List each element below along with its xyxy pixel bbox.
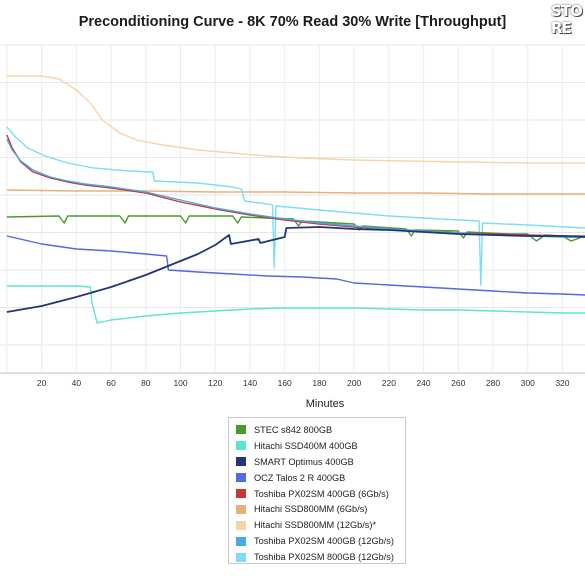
x-tick-label: 220 <box>382 378 396 388</box>
series-line-4 <box>6 235 585 296</box>
legend-item[interactable]: Toshiba PX02SM 800GB (12Gb/s) <box>236 549 405 565</box>
legend-swatch <box>236 489 246 498</box>
legend-swatch <box>236 520 246 530</box>
x-tick-label: 20 <box>37 378 47 388</box>
legend-item[interactable]: STEC s842 800GB <box>236 422 405 438</box>
legend-label: STEC s842 800GB <box>254 424 333 435</box>
legend-label: OCZ Talos 2 R 400GB <box>254 472 346 483</box>
x-tick-label: 100 <box>173 378 187 388</box>
plot-area: 20 40 60 80 100 120 140 160 180 200 220 240 260 280 30… <box>0 44 585 410</box>
legend-label: Hitachi SSD800MM (6Gb/s) <box>254 504 368 515</box>
legend-swatch <box>236 441 246 451</box>
legend-item[interactable]: OCZ Talos 2 R 400GB <box>236 470 405 486</box>
x-tick-label: 160 <box>278 378 292 388</box>
legend-swatch <box>236 473 246 483</box>
legend-label: Toshiba PX02SM 800GB (12Gb/s) <box>254 552 394 563</box>
series-line-6 <box>6 189 585 195</box>
storagereview-logo: STO RE <box>551 2 583 37</box>
x-tick-label: 120 <box>208 378 222 388</box>
legend-item[interactable]: Toshiba PX02SM 400GB (12Gb/s) <box>236 533 405 549</box>
chart-title: Preconditioning Curve - 8K 70% Read 30% … <box>78 14 507 30</box>
series-line-3 <box>6 226 585 313</box>
series-line-9 <box>6 126 585 286</box>
legend-item[interactable]: Hitachi SSD800MM (6Gb/s) <box>236 501 405 517</box>
x-tick-label: 40 <box>72 378 82 388</box>
x-tick-label: 80 <box>141 378 151 388</box>
x-tick-label: 140 <box>243 378 257 388</box>
x-tick-label: 200 <box>347 378 361 388</box>
legend-label: SMART Optimus 400GB <box>254 456 354 467</box>
x-tick-label: 60 <box>106 378 116 388</box>
series-line-1 <box>6 215 585 242</box>
legend-item[interactable]: Hitachi SSD800MM (12Gb/s)* <box>236 517 405 533</box>
legend-swatch <box>236 504 246 514</box>
x-tick-label: 280 <box>486 378 500 388</box>
legend-swatch <box>236 552 246 562</box>
x-tick-label: 260 <box>451 378 465 388</box>
legend-item[interactable]: Hitachi SSD400M 400GB <box>236 438 405 454</box>
legend-swatch <box>236 457 246 467</box>
legend-label: Hitachi SSD400M 400GB <box>254 440 358 451</box>
legend-swatch <box>236 425 246 435</box>
chart-legend: STEC s842 800GB Hitachi SSD400M 400GB SMAR… <box>228 417 406 564</box>
legend-item[interactable]: SMART Optimus 400GB <box>236 454 405 470</box>
legend-label: Hitachi SSD800MM (12Gb/s)* <box>254 520 377 531</box>
x-tick-label: 320 <box>555 378 569 388</box>
legend-label: Toshiba PX02SM 400GB (6Gb/s) <box>254 488 389 499</box>
legend-item[interactable]: Toshiba PX02SM 400GB (6Gb/s) <box>236 486 405 502</box>
x-tick-label: 180 <box>312 378 326 388</box>
x-tick-label: 300 <box>521 378 535 388</box>
series-line-2 <box>6 285 585 324</box>
x-axis-label: Minutes <box>306 398 345 410</box>
legend-swatch <box>236 536 246 546</box>
series-line-7 <box>6 75 585 164</box>
legend-label: Toshiba PX02SM 400GB (12Gb/s) <box>254 536 394 547</box>
x-tick-label: 240 <box>416 378 430 388</box>
